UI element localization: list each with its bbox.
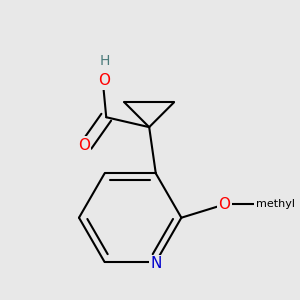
Text: N: N xyxy=(151,256,162,271)
Text: methyl: methyl xyxy=(256,200,295,209)
Text: H: H xyxy=(99,54,110,68)
Text: O: O xyxy=(218,197,230,212)
Text: O: O xyxy=(99,74,111,88)
Text: O: O xyxy=(78,138,90,153)
